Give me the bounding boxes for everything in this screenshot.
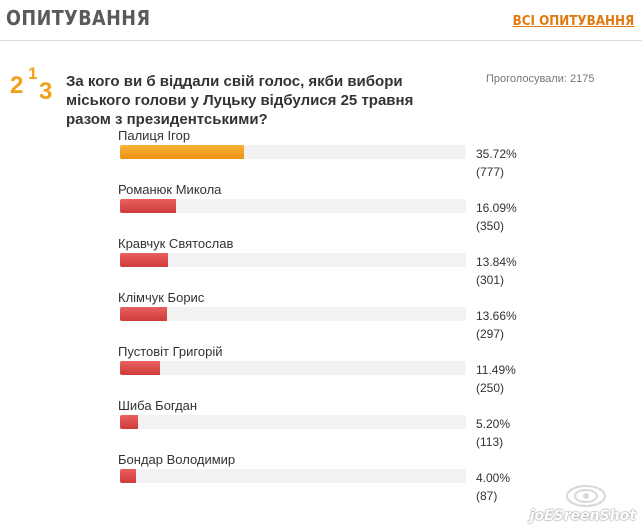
option-name: Бондар Володимир xyxy=(118,452,236,467)
option-count: (250) xyxy=(476,381,505,395)
poll-question: За кого ви б віддали свій голос, якби ви… xyxy=(66,73,414,128)
watermark: joESreenShot xyxy=(529,508,636,524)
option-count: (297) xyxy=(476,327,505,341)
option-bar-track[interactable] xyxy=(120,253,466,267)
poll-option: Пустовіт Григорій 11.49% (250) xyxy=(118,344,538,398)
option-percent: 11.49% xyxy=(476,363,516,377)
option-bar-fill xyxy=(120,145,244,159)
option-bar-fill xyxy=(120,199,176,213)
option-bar-fill xyxy=(120,307,167,321)
option-name: Романюк Микола xyxy=(118,182,222,197)
option-bar-fill xyxy=(120,469,136,483)
option-percent: 13.84% xyxy=(476,255,517,269)
option-bar-track[interactable] xyxy=(120,469,466,483)
option-bar-track[interactable] xyxy=(120,361,466,375)
logo-digit: 3 xyxy=(39,78,53,105)
option-name: Палиця Ігор xyxy=(118,128,191,143)
option-percent: 5.20% xyxy=(476,417,511,431)
option-name: Кравчук Святослав xyxy=(118,236,234,251)
poll-option: Палиця Ігор 35.72% (777) xyxy=(118,128,538,182)
option-percent: 4.00% xyxy=(476,471,511,485)
logo-digit: 1 xyxy=(28,64,38,83)
option-count: (350) xyxy=(476,219,505,233)
option-percent: 13.66% xyxy=(476,309,517,323)
poll-option: Романюк Микола 16.09% (350) xyxy=(118,182,538,236)
option-bar-fill xyxy=(120,253,168,267)
option-name: Пустовіт Григорій xyxy=(118,344,223,359)
option-count: (301) xyxy=(476,273,505,287)
option-bar-fill xyxy=(120,361,160,375)
poll-option: Клімчук Борис 13.66% (297) xyxy=(118,290,538,344)
option-bar-track[interactable] xyxy=(120,145,466,159)
option-bar-track[interactable] xyxy=(120,199,466,213)
option-percent: 35.72% xyxy=(476,147,517,161)
option-name: Клімчук Борис xyxy=(118,290,205,305)
section-title: ОПИТУВАННЯ xyxy=(6,6,151,30)
total-votes: Проголосували: 2175 xyxy=(486,73,595,85)
option-name: Шиба Богдан xyxy=(118,398,198,413)
option-count: (777) xyxy=(476,165,505,179)
poll-option: Бондар Володимир 4.00% (87) xyxy=(118,452,538,506)
option-count: (113) xyxy=(476,435,504,449)
logo-digit: 2 xyxy=(10,72,24,99)
poll-header: ОПИТУВАННЯ ВСІ ОПИТУВАННЯ xyxy=(0,0,642,41)
poll-option: Кравчук Святослав 13.84% (301) xyxy=(118,236,538,290)
camera-swirl-icon xyxy=(566,485,606,507)
poll-logo-icon: 2 1 3 xyxy=(10,64,62,105)
option-percent: 16.09% xyxy=(476,201,517,215)
all-polls-link[interactable]: ВСІ ОПИТУВАННЯ xyxy=(512,14,634,29)
option-bar-track[interactable] xyxy=(120,307,466,321)
option-bar-track[interactable] xyxy=(120,415,466,429)
option-bar-fill xyxy=(120,415,138,429)
poll-option: Шиба Богдан 5.20% (113) xyxy=(118,398,538,452)
option-count: (87) xyxy=(476,489,498,503)
